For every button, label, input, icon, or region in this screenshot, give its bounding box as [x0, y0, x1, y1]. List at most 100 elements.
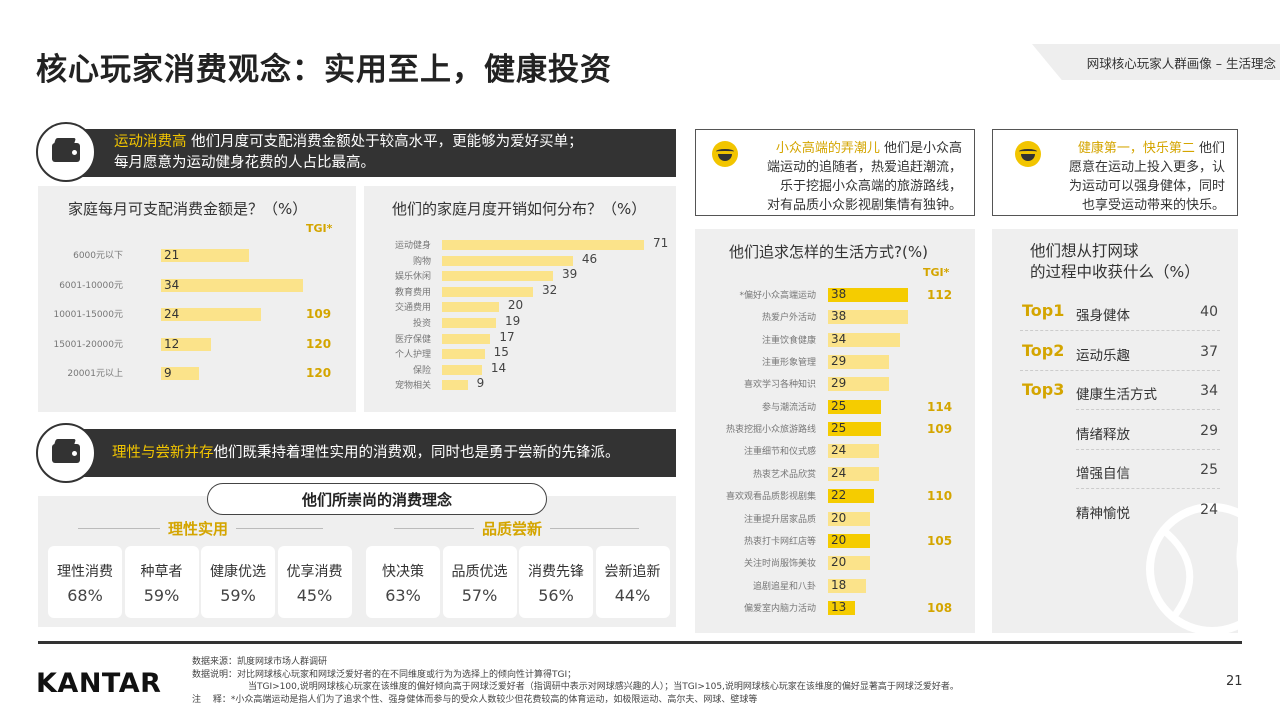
footer-explain: 数据说明：对比网球核心玩家和网球泛爱好者的在不同维度或行为为选择上的倾向性计算得…: [192, 669, 577, 680]
lifestyle-bar-value: 34: [831, 331, 847, 346]
lifestyle-bar: 34: [828, 331, 900, 347]
quote-health-line1: 健康第一，快乐第二 他们: [1047, 139, 1225, 158]
banner-consumption-highlight: 运动消费高: [114, 134, 187, 150]
income-category-label: 15001-20000元: [53, 339, 123, 350]
spend-bar: [442, 255, 573, 266]
gain-divider: [1076, 448, 1220, 450]
ideal-percent: 68%: [67, 586, 103, 605]
quote-health-line3: 为运动可以强身健体，同时: [1068, 179, 1225, 194]
spend-bar: [442, 286, 534, 297]
lifestyle-bar-value: 24: [831, 465, 847, 480]
page-number: 21: [1226, 674, 1243, 689]
lifestyle-bar: 38: [828, 287, 908, 302]
gain-rank: Top2: [1022, 340, 1065, 360]
gain-value: 34: [1200, 383, 1218, 400]
ideal-name: 快决策: [382, 564, 424, 580]
lifestyle-category-label: 关注时尚服饰美妆: [743, 559, 816, 570]
banner-consumption-text1: 他们月度可支配消费金额处于较高水平，更能够为爱好买单；: [186, 134, 583, 150]
lifestyle-tgi-value: 112: [927, 288, 953, 302]
ideals-left-header: 理性实用: [160, 518, 237, 539]
spend-bar-value: 15: [493, 345, 509, 360]
section-tag: 网球核心玩家人群画像 – 生活理念: [1032, 44, 1280, 80]
lifestyle-category-label: 热爱户外活动: [761, 313, 816, 324]
spend-bar-value: 17: [499, 329, 515, 344]
gain-divider: [1020, 330, 1220, 331]
gains-panel: 他们想从打网球 的过程中收获什么（%） Top1 强身健体 40 Top2 运动乐趣 37…: [992, 229, 1238, 633]
gain-divider: [1076, 488, 1220, 490]
gain-rank: Top3: [1022, 380, 1065, 400]
gain-value: 37: [1200, 343, 1218, 360]
lifestyle-tgi-value: 108: [927, 600, 953, 615]
wallet-icon: [52, 443, 80, 463]
income-bar-value: 34: [164, 277, 180, 292]
ideal-card: 消费先锋 56%: [519, 546, 593, 618]
gain-value: 40: [1200, 304, 1218, 320]
tennis-ball-icon: [1146, 503, 1238, 633]
ideals-right-header: 品质尝新: [474, 518, 551, 539]
ideal-card: 优享消费 45%: [277, 546, 352, 618]
income-tgi-value: 120: [306, 366, 332, 380]
income-category-label: 6001-10000元: [59, 280, 123, 291]
spend-bar-value: 46: [581, 251, 598, 266]
lifestyle-bar-value: 20: [831, 555, 847, 570]
quote-health-line1-text: 他们: [1198, 141, 1225, 156]
lifestyle-chart-panel: 他们追求怎样的生活方式?(%) TGI* *偏好小众高端运动 38 112 热爱户外活…: [695, 229, 975, 633]
lifestyle-tgi-value: 109: [927, 422, 953, 437]
lifestyle-bar-value: 25: [831, 398, 847, 413]
spend-bar: [442, 271, 553, 282]
banner-rational-highlight: 理性与尝新并存: [112, 444, 214, 461]
lifestyle-category-label: *偏好小众高端运动: [739, 291, 816, 301]
section-tag-label: 网球核心玩家人群画像 – 生活理念: [1086, 55, 1276, 71]
income-bar-value: 24: [164, 307, 180, 321]
ideal-name: 种草者: [140, 564, 183, 580]
footer-source: 数据来源：凯度网球市场人群调研: [192, 657, 328, 667]
spend-bar: [442, 318, 497, 328]
ideal-percent: 59%: [220, 586, 256, 605]
spend-bar-value: 71: [653, 236, 669, 250]
spend-category-label: 宠物相关: [394, 381, 431, 392]
quote-health-highlight: 健康第一，快乐第二: [1077, 141, 1195, 156]
quote-health-line2: 愿意在运动上投入更多，认: [1068, 160, 1225, 175]
gain-value: 29: [1200, 422, 1218, 439]
laughing-face-icon: [1015, 141, 1041, 167]
quote-niche-line4: 对有品质小众影视剧集情有独钟。: [766, 198, 962, 213]
gain-divider: [1076, 409, 1220, 411]
ideal-percent: 59%: [143, 586, 180, 605]
quote-niche-text: 小众高端的弄潮儿 他们是小众高 端运动的追随者，热爱追赶潮流， 乐于挖掘小众高端…: [744, 139, 962, 215]
income-category-label: 10001-15000元: [53, 310, 123, 320]
gain-label: 增强自信: [1076, 466, 1130, 483]
spend-category-label: 交通费用: [394, 303, 431, 314]
gains-title: 他们想从打网球 的过程中收获什么（%）: [1030, 241, 1200, 283]
ideals-panel: 理性实用 品质尝新 理性消费 68% 种草者 59% 健康优选 59% 优享消费 45% 快决…: [38, 496, 676, 627]
lifestyle-category-label: 参与潮流活动: [761, 402, 816, 413]
banner-consumption-line2: 每月愿意为运动健身花费的人占比最高。: [114, 155, 375, 171]
laughing-face-icon: [712, 141, 738, 167]
quote-niche-line2: 端运动的追随者，热爱追赶潮流，: [766, 160, 962, 175]
lifestyle-category-label: 热衷打卡网红店等: [743, 536, 816, 547]
lifestyle-bar: 22: [828, 488, 875, 504]
quote-niche-line1-text: 他们是小众高: [883, 141, 962, 156]
ideals-title-pill: 他们所崇尚的消费理念: [207, 483, 547, 515]
income-bar: 12: [161, 337, 212, 351]
wallet-icon-circle-1: [36, 122, 96, 182]
lifestyle-bar-value: 20: [831, 510, 847, 525]
income-chart-title: 家庭每月可支配消费金额是？（%）: [68, 200, 308, 218]
ideal-percent: 44%: [614, 586, 651, 605]
gains-title-line1: 他们想从打网球: [1030, 242, 1139, 260]
gain-label: 精神愉悦: [1076, 506, 1130, 522]
lifestyle-bar-value: 20: [831, 532, 847, 547]
lifestyle-category-label: 注重形象管理: [761, 358, 816, 369]
kantar-logo: KANTAR: [36, 668, 162, 699]
lifestyle-bar-value: 13: [831, 599, 847, 614]
income-category-label: 20001元以上: [67, 369, 123, 379]
lifestyle-category-label: 注重提升居家品质: [743, 514, 816, 525]
lifestyle-bar: 13: [828, 599, 856, 615]
lifestyle-tgi-value: 110: [927, 489, 953, 504]
spend-bar-value: 39: [561, 267, 578, 282]
ideal-name: 尝新追新: [604, 564, 661, 580]
ideal-card: 尝新追新 44%: [595, 546, 670, 618]
lifestyle-bar-value: 29: [831, 354, 847, 369]
gain-rank: Top1: [1022, 301, 1065, 320]
quote-box-health: 健康第一，快乐第二 他们 愿意在运动上投入更多，认 为运动可以强身健体，同时 也…: [992, 129, 1238, 216]
income-bar-value: 9: [164, 366, 172, 380]
